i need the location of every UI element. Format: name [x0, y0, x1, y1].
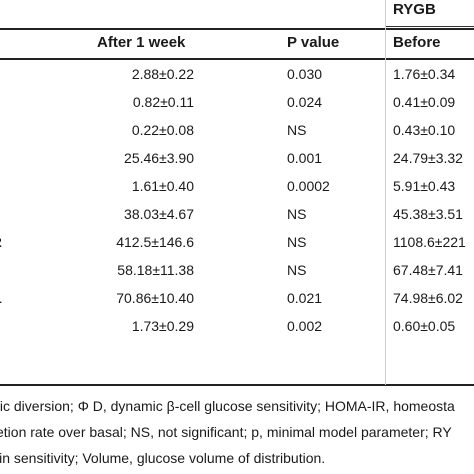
before-value: 45.38±3.51	[393, 206, 463, 222]
after-value: 0.82±0.11	[132, 94, 194, 110]
header-bottom-rule	[0, 58, 474, 60]
row-stub-fragment: 1	[0, 288, 2, 308]
column-header-after-1-week: After 1 week	[97, 34, 186, 51]
column-header-p-value: P value	[287, 34, 340, 51]
column-divider	[385, 0, 386, 385]
after-value: 2.88±0.22	[131, 66, 194, 82]
row-stub-fragment: 2	[0, 232, 2, 252]
table-bottom-rule	[0, 384, 474, 386]
group-header-rygb: RYGB	[393, 1, 436, 18]
after-value: 1.61±0.40	[131, 178, 194, 194]
p-value: 0.024	[287, 94, 323, 110]
p-value: NS	[287, 262, 307, 278]
after-value: 58.18±11.38	[117, 262, 194, 278]
rygb-group-underline	[385, 26, 474, 27]
after-value: 38.03±4.67	[124, 206, 194, 222]
p-value: NS	[287, 206, 307, 222]
p-value: 0.030	[287, 66, 323, 82]
before-value: 1.76±0.34	[393, 66, 456, 82]
before-value: 0.60±0.05	[393, 318, 456, 334]
table-top-rule	[0, 28, 474, 30]
after-value: 70.86±10.40	[116, 290, 194, 306]
p-value: 0.001	[287, 150, 323, 166]
footnote-line: etion rate over basal; NS, not significa…	[0, 424, 452, 440]
before-value: 24.79±3.32	[393, 150, 463, 166]
before-value: 1108.6±221	[393, 234, 466, 250]
before-value: 67.48±7.41	[393, 262, 463, 278]
p-value: 0.021	[287, 290, 323, 306]
before-value: 0.43±0.10	[393, 122, 456, 138]
p-value: NS	[287, 234, 307, 250]
before-value: 74.98±6.02	[393, 290, 463, 306]
before-value: 5.91±0.43	[393, 178, 456, 194]
p-value: NS	[287, 122, 307, 138]
footnote-line: lin sensitivity; Volume, glucose volume …	[0, 450, 326, 466]
before-value: 0.41±0.09	[393, 94, 456, 110]
p-value: 0.002	[287, 318, 323, 334]
footnote-line: tic diversion; Φ D, dynamic β-cell gluco…	[0, 398, 455, 414]
after-value: 0.22±0.08	[131, 122, 194, 138]
column-header-before: Before	[393, 34, 441, 51]
after-value: 412.5±146.6	[116, 234, 194, 250]
after-value: 25.46±3.90	[124, 150, 194, 166]
p-value: 0.0002	[287, 178, 330, 194]
after-value: 1.73±0.29	[131, 318, 194, 334]
